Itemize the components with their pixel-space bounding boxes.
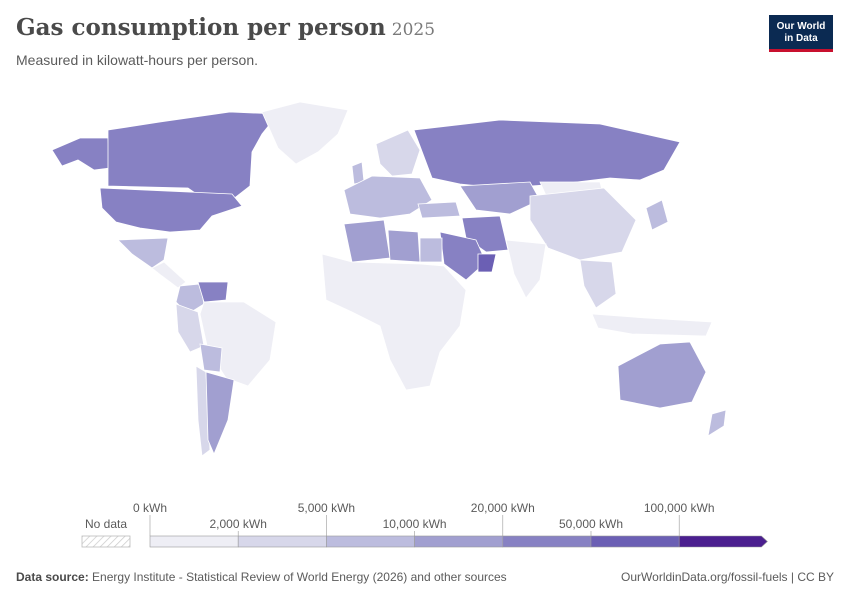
legend-bottom-label-0: 2,000 kWh xyxy=(210,517,267,531)
map-region-venezuela[interactable] xyxy=(197,281,229,303)
legend-bottom-label-1: 10,000 kWh xyxy=(383,517,447,531)
map-region-mexico[interactable] xyxy=(117,237,169,269)
footer-source-text: Energy Institute - Statistical Review of… xyxy=(92,570,507,584)
map-region-usa[interactable] xyxy=(99,187,243,233)
footer-source-label: Data source: xyxy=(16,570,89,584)
map-region-japan[interactable] xyxy=(645,199,669,231)
legend-bin-3 xyxy=(414,535,504,548)
map-region-china[interactable] xyxy=(529,187,637,261)
map-region-kazakhstan[interactable] xyxy=(459,181,541,215)
map-region-saudi-arabia[interactable] xyxy=(439,231,487,281)
legend-top-label-1: 5,000 kWh xyxy=(298,501,355,515)
legend-bin-0 xyxy=(149,535,239,548)
map-region-turkey[interactable] xyxy=(417,201,461,219)
chart-year: 2025 xyxy=(391,20,436,40)
map-region-new-zealand[interactable] xyxy=(707,409,727,437)
map-region-indonesia[interactable] xyxy=(591,313,713,337)
legend-no-data-swatch xyxy=(81,535,131,548)
owid-logo[interactable]: Our World in Data xyxy=(769,15,833,52)
footer-source: Data source: Energy Institute - Statisti… xyxy=(16,570,507,584)
map-region-greenland[interactable] xyxy=(261,101,349,165)
map-region-scandinavia[interactable] xyxy=(375,129,421,177)
legend-bin-6 xyxy=(678,535,768,548)
legend-bin-1 xyxy=(237,535,327,548)
color-legend: No data 0 kWh 5,000 kWh 20,000 kWh 100,000 … xyxy=(81,501,768,548)
legend-bottom-label-2: 50,000 kWh xyxy=(559,517,623,531)
map-region-southeast-asia[interactable] xyxy=(579,259,617,309)
legend-no-data-label: No data xyxy=(85,517,127,531)
chart-title: Gas consumption per person xyxy=(16,14,386,41)
legend-bin-2 xyxy=(326,535,415,548)
map-region-central-america[interactable] xyxy=(151,261,187,289)
legend-top-label-3: 100,000 kWh xyxy=(644,501,715,515)
legend-bin-5 xyxy=(590,535,680,548)
map-region-russia[interactable] xyxy=(413,119,681,189)
map-region-africa[interactable] xyxy=(321,253,467,391)
map-region-libya[interactable] xyxy=(387,229,421,263)
map-region-australia[interactable] xyxy=(617,341,707,409)
logo-line-2: in Data xyxy=(784,33,818,44)
map-region-algeria[interactable] xyxy=(343,219,391,263)
chart-subtitle: Measured in kilowatt-hours per person. xyxy=(16,52,259,68)
legend-top-label-2: 20,000 kWh xyxy=(471,501,535,515)
map-region-oman[interactable] xyxy=(477,253,497,273)
legend-bin-4 xyxy=(502,535,592,548)
footer-url[interactable]: OurWorldinData.org/fossil-fuels | CC BY xyxy=(621,570,834,584)
map-region-peru[interactable] xyxy=(175,303,205,353)
map-region-india[interactable] xyxy=(505,239,547,299)
map-region-canada[interactable] xyxy=(107,111,279,203)
map-region-argentina[interactable] xyxy=(205,371,235,456)
chart-header: Gas consumption per person 2025 xyxy=(16,14,435,41)
logo-line-1: Our World xyxy=(776,21,826,32)
map-region-alaska[interactable] xyxy=(51,137,111,171)
legend-top-label-0: 0 kWh xyxy=(133,501,167,515)
world-map[interactable] xyxy=(0,90,850,490)
map-region-bolivia[interactable] xyxy=(199,343,223,373)
map-region-egypt[interactable] xyxy=(419,237,443,263)
